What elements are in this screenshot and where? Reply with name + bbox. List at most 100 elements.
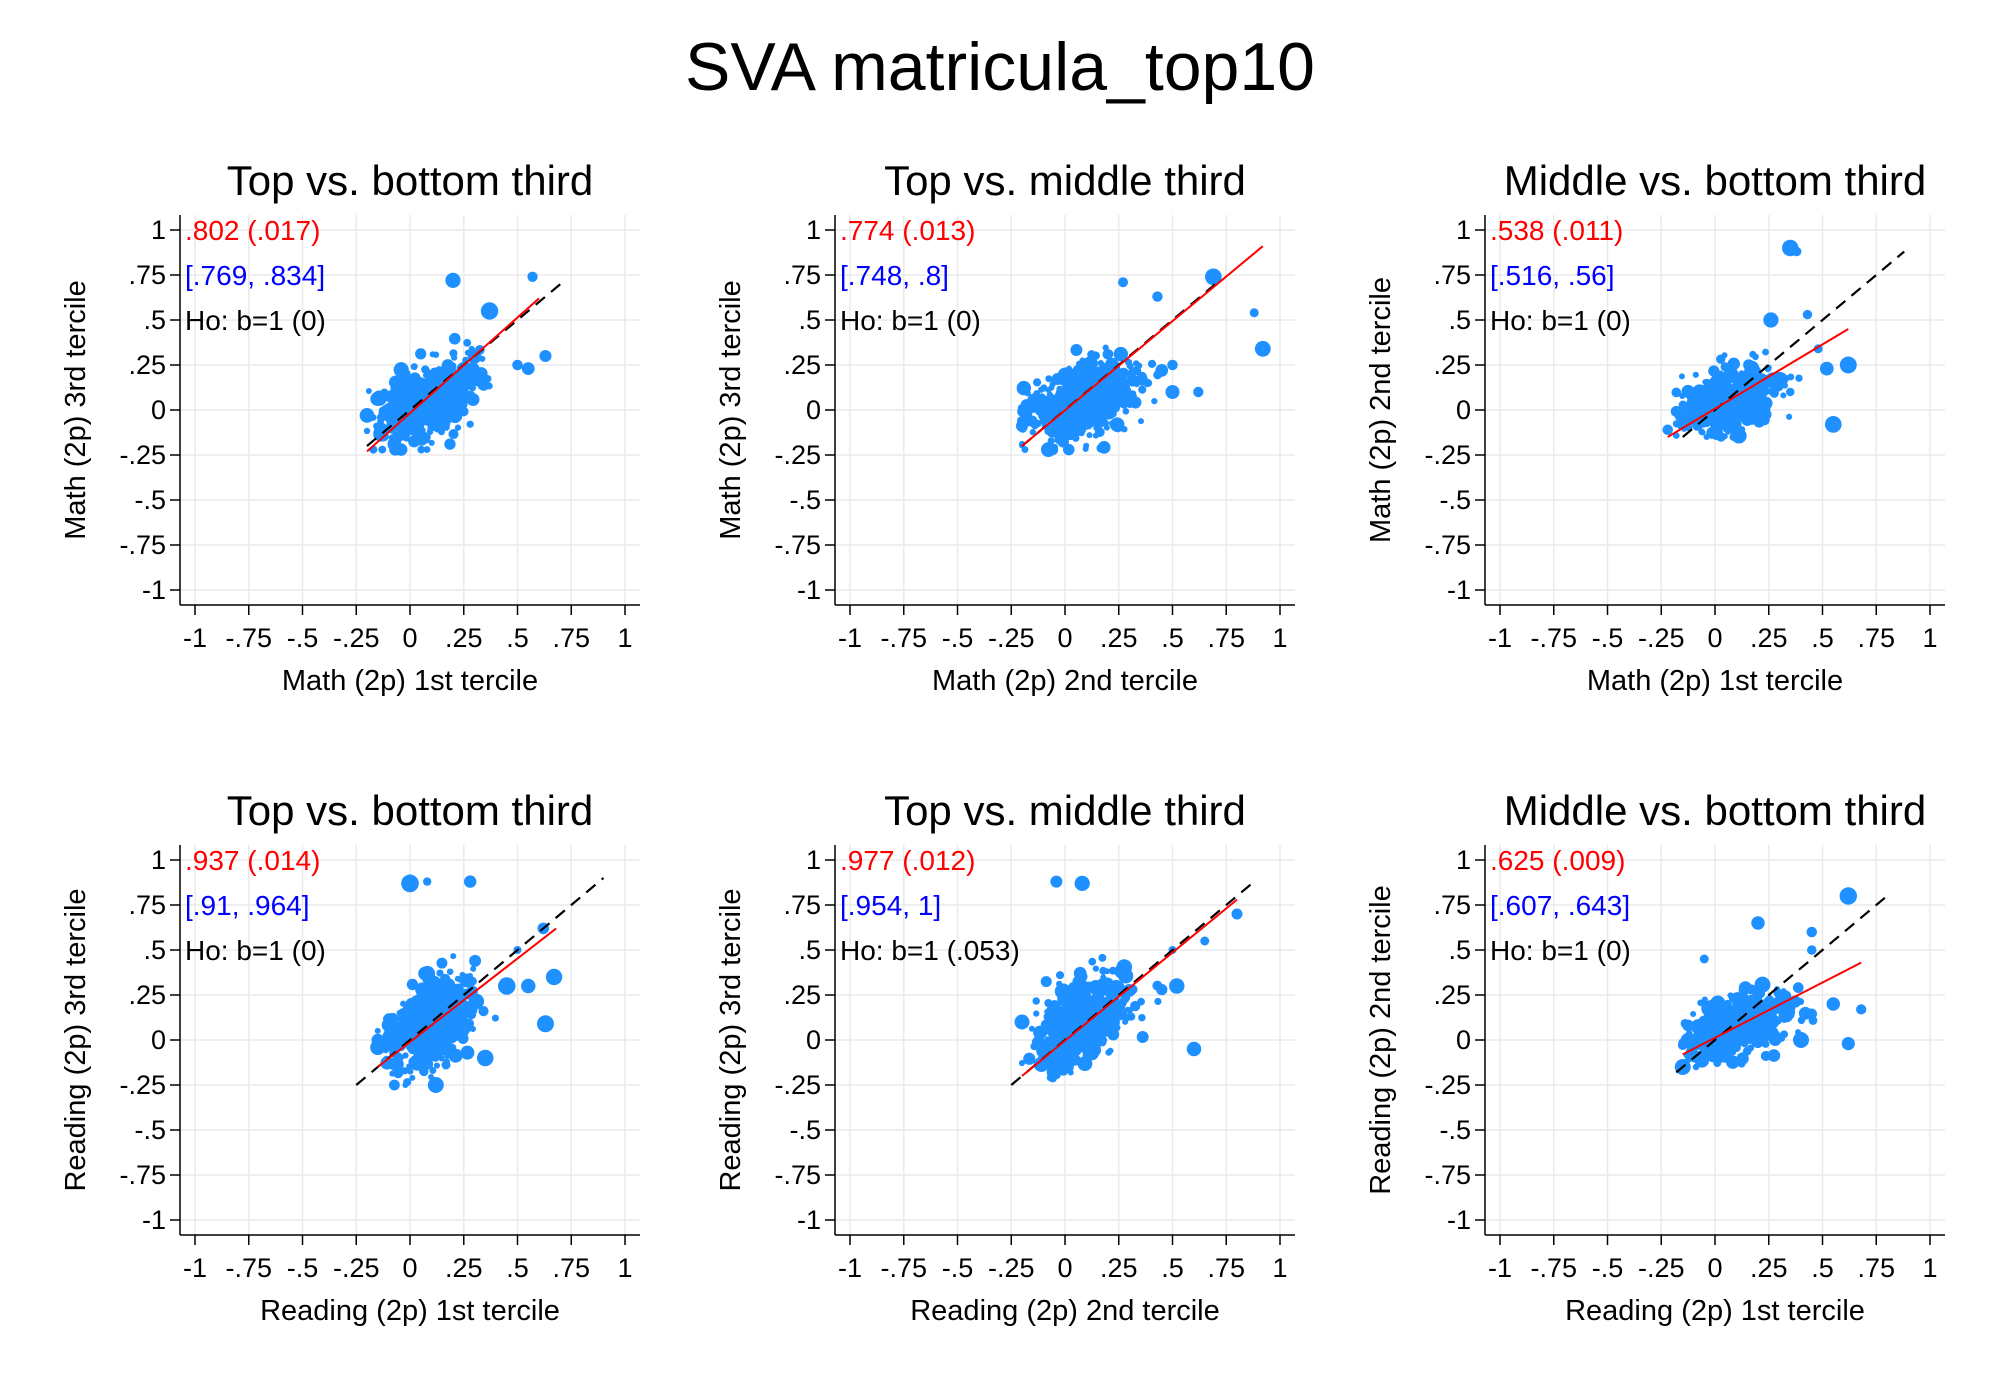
data-point [1792, 982, 1804, 993]
data-point [1751, 993, 1761, 1003]
data-point [1705, 1007, 1713, 1015]
data-point [468, 345, 475, 353]
scatter-panel-3: 1 .75 .5 .25 0 -.25 -.5 -.75 -1 -1 -.75 -.5 -.25 0 .25… [1365, 157, 1945, 697]
x-axis-title: Math (2p) 1st tercile [1587, 665, 1843, 697]
data-point [386, 1032, 393, 1039]
y-tick-label: -.25 [1424, 1070, 1471, 1100]
data-point [1682, 409, 1693, 419]
data-point [1137, 418, 1144, 425]
data-point [1806, 926, 1817, 938]
y-tick-label: -.25 [1424, 440, 1471, 470]
y-axis-title: Reading (2p) 3rd tercile [60, 888, 92, 1191]
data-point [1059, 1053, 1067, 1060]
test-annotation: Ho: b=1 (0) [185, 935, 326, 966]
data-point [1733, 411, 1741, 418]
y-tick-label: -.25 [119, 1070, 166, 1100]
data-point [441, 363, 449, 371]
data-point [448, 1048, 455, 1055]
data-point [1096, 443, 1106, 453]
data-point [1103, 424, 1110, 431]
data-point [1040, 976, 1052, 988]
data-point [1028, 1025, 1035, 1032]
data-point [407, 1068, 414, 1075]
data-point [465, 390, 476, 401]
data-point [455, 397, 463, 405]
data-point [461, 371, 471, 382]
data-point [409, 413, 416, 420]
data-point [1085, 1048, 1092, 1055]
data-point [1024, 389, 1031, 397]
data-point [1778, 1007, 1794, 1023]
data-point [1727, 357, 1741, 371]
data-point [424, 408, 431, 415]
data-point [1056, 398, 1065, 407]
data-point [1778, 1011, 1786, 1019]
ci-annotation: [.748, .8] [840, 260, 949, 291]
ci-annotation: [.516, .56] [1490, 260, 1615, 291]
data-point [432, 410, 440, 418]
data-point [1728, 1018, 1735, 1025]
x-tick-label: -.75 [225, 623, 272, 653]
data-point [1113, 346, 1129, 362]
data-point [1711, 1023, 1721, 1032]
x-tick-label: -1 [183, 623, 207, 653]
data-point [1706, 414, 1716, 424]
y-tick-label: -.75 [119, 1160, 166, 1190]
data-point [1764, 406, 1771, 413]
data-point [450, 953, 457, 960]
data-point [1060, 1057, 1070, 1067]
y-tick-label: -1 [142, 1205, 166, 1235]
data-point [527, 271, 538, 282]
data-point [1742, 1038, 1749, 1045]
y-tick-label: -.75 [774, 1160, 821, 1190]
y-tick-label: 1 [806, 845, 821, 875]
x-tick-label: .5 [1811, 623, 1834, 653]
x-tick-label: 0 [402, 1253, 417, 1283]
x-tick-label: 1 [1922, 623, 1937, 653]
data-point [402, 1081, 409, 1089]
data-point [1138, 1013, 1146, 1022]
fit-line [377, 927, 557, 1068]
data-point [1711, 389, 1718, 396]
x-tick-label: -.25 [333, 1253, 380, 1283]
y-tick-label: .25 [128, 980, 166, 1010]
x-tick-label: -.75 [1530, 1253, 1577, 1283]
data-point [469, 364, 476, 372]
x-tick-label: -.5 [287, 623, 319, 653]
data-point [1136, 1031, 1149, 1044]
data-point [1081, 408, 1088, 415]
data-point [1677, 1040, 1688, 1050]
data-point [1147, 359, 1157, 368]
data-point [1045, 375, 1053, 383]
data-point [1092, 965, 1100, 972]
data-point [1254, 340, 1271, 357]
data-point [425, 369, 433, 376]
data-point [1156, 983, 1168, 996]
data-point [378, 445, 387, 454]
data-point [491, 1014, 499, 1022]
y-tick-label: 1 [1456, 215, 1471, 245]
data-point [1091, 351, 1100, 360]
data-point [429, 982, 439, 993]
data-point [1760, 1031, 1769, 1040]
data-point [418, 966, 433, 981]
data-point [1046, 1073, 1055, 1082]
panel-title: Middle vs. bottom third [1504, 157, 1927, 204]
data-point [464, 875, 477, 888]
y-tick-label: .5 [798, 305, 821, 335]
data-point [1798, 1006, 1812, 1020]
data-point [1726, 377, 1733, 384]
y-tick-label: .25 [1433, 350, 1471, 380]
data-point [1065, 431, 1072, 438]
data-point [1097, 417, 1105, 424]
data-point [432, 1044, 439, 1051]
data-point [1103, 968, 1110, 975]
data-point [409, 1074, 416, 1081]
data-point [442, 423, 450, 431]
data-point [1052, 395, 1060, 402]
data-point [1023, 1052, 1036, 1065]
data-point [416, 429, 423, 436]
coef-annotation: .538 (.011) [1490, 215, 1623, 246]
data-point [444, 438, 456, 450]
data-point [1738, 986, 1747, 995]
